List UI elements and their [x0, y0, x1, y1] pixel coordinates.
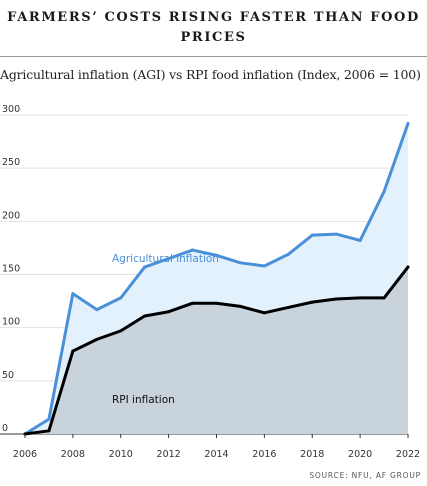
- data-point: [215, 301, 218, 305]
- area-series-1: [25, 267, 408, 434]
- data-point: [310, 300, 314, 304]
- title-line-1: FARMERS’ COSTS RISING FASTER THAN FOOD: [7, 10, 420, 25]
- y-tick-label: 50: [2, 370, 14, 381]
- data-point: [238, 261, 242, 265]
- series-lines: [23, 122, 410, 436]
- data-point: [167, 310, 171, 314]
- x-axis-ticks: 2006 2008 2010 2012 2014 2016 2018 2020 2022: [13, 434, 420, 460]
- data-point: [262, 264, 266, 268]
- x-tick-label: 2016: [252, 449, 276, 460]
- x-tick-label: 2018: [300, 449, 324, 460]
- data-point: [406, 122, 410, 126]
- y-tick-label: 300: [2, 104, 20, 115]
- y-tick-label: 150: [2, 264, 20, 275]
- data-point: [262, 311, 266, 315]
- y-tick-label: 100: [2, 317, 20, 328]
- x-tick-label: 2006: [13, 449, 37, 460]
- x-tick-label: 2020: [348, 449, 372, 460]
- data-point: [382, 296, 386, 300]
- y-axis-ticks: 0 50 100 150 200 250 300: [2, 104, 20, 434]
- data-point: [334, 232, 338, 236]
- data-point: [286, 252, 290, 256]
- data-point: [286, 305, 290, 309]
- source-note: SOURCE: NFU, AF GROUP: [309, 471, 421, 480]
- data-point: [143, 265, 147, 269]
- data-point: [191, 301, 195, 305]
- data-point: [191, 248, 195, 252]
- data-point: [71, 292, 75, 296]
- y-tick-label: 200: [2, 210, 20, 221]
- x-tick-label: 2012: [157, 449, 181, 460]
- data-point: [358, 296, 362, 300]
- data-point: [358, 238, 362, 242]
- x-tick-label: 2022: [396, 449, 420, 460]
- y-tick-label: 0: [2, 423, 8, 434]
- data-point: [143, 314, 147, 318]
- data-point: [47, 429, 51, 433]
- title-line-2: PRICES: [180, 30, 247, 45]
- data-point: [215, 253, 218, 257]
- data-point: [334, 297, 338, 301]
- data-point: [47, 417, 51, 421]
- x-tick-label: 2014: [204, 449, 228, 460]
- data-point: [167, 257, 171, 261]
- data-point: [238, 304, 242, 308]
- series-label-agricultural: Agricultural inflation: [112, 253, 219, 265]
- data-point: [382, 190, 386, 194]
- x-tick-label: 2008: [61, 449, 85, 460]
- y-tick-label: 250: [2, 157, 20, 168]
- data-point: [310, 233, 314, 237]
- title-divider: [0, 56, 427, 57]
- data-point: [406, 265, 410, 269]
- data-point: [95, 308, 99, 312]
- data-point: [119, 329, 123, 333]
- series-labels: Agricultural inflation RPI inflation: [112, 253, 219, 406]
- chart-title: FARMERS’ COSTS RISING FASTER THAN FOOD P…: [0, 8, 427, 48]
- data-point: [119, 296, 123, 300]
- x-tick-label: 2010: [109, 449, 133, 460]
- series-areas: [25, 123, 408, 435]
- chart-subtitle: Agricultural inflation (AGI) vs RPI food…: [0, 67, 421, 82]
- data-point: [95, 337, 99, 341]
- data-point: [71, 349, 75, 353]
- series-label-rpi: RPI inflation: [112, 394, 175, 406]
